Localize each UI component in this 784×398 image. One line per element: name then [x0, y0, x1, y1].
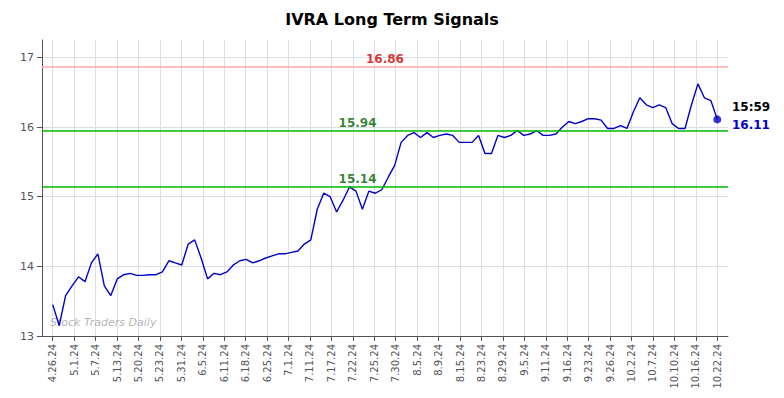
svg-text:Stock Traders Daily: Stock Traders Daily [50, 316, 157, 329]
svg-text:6.11.24: 6.11.24 [219, 344, 230, 382]
svg-text:9.26.24: 9.26.24 [605, 344, 616, 382]
svg-text:7.22.24: 7.22.24 [347, 344, 358, 382]
svg-text:7.30.24: 7.30.24 [390, 344, 401, 382]
svg-text:10.10.24: 10.10.24 [669, 344, 680, 389]
svg-text:5.7.24: 5.7.24 [90, 344, 101, 376]
svg-text:16.11: 16.11 [732, 118, 770, 132]
svg-text:13: 13 [20, 330, 34, 343]
svg-text:17: 17 [20, 51, 34, 64]
svg-text:5.20.24: 5.20.24 [133, 344, 144, 382]
svg-text:5.1.24: 5.1.24 [69, 344, 80, 376]
svg-text:16.86: 16.86 [366, 52, 404, 66]
svg-text:14: 14 [20, 260, 34, 273]
svg-text:7.1.24: 7.1.24 [283, 344, 294, 376]
svg-text:IVRA Long Term Signals: IVRA Long Term Signals [285, 10, 499, 29]
svg-text:8.23.24: 8.23.24 [476, 344, 487, 382]
svg-text:9.5.24: 9.5.24 [519, 344, 530, 376]
svg-text:8.29.24: 8.29.24 [497, 344, 508, 382]
svg-text:4.26.24: 4.26.24 [47, 344, 58, 382]
svg-text:6.25.24: 6.25.24 [262, 344, 273, 382]
svg-text:10.22.24: 10.22.24 [712, 344, 723, 389]
svg-text:5.31.24: 5.31.24 [176, 344, 187, 382]
svg-text:15:59: 15:59 [732, 100, 770, 114]
svg-text:7.11.24: 7.11.24 [304, 344, 315, 382]
svg-text:15: 15 [20, 190, 34, 203]
svg-text:7.25.24: 7.25.24 [369, 344, 380, 382]
svg-text:10.7.24: 10.7.24 [647, 344, 658, 382]
svg-text:9.23.24: 9.23.24 [583, 344, 594, 382]
svg-text:8.5.24: 8.5.24 [412, 344, 423, 376]
svg-text:8.9.24: 8.9.24 [433, 344, 444, 376]
svg-text:9.11.24: 9.11.24 [540, 344, 551, 382]
svg-text:9.16.24: 9.16.24 [562, 344, 573, 382]
svg-text:16: 16 [20, 121, 34, 134]
svg-text:8.15.24: 8.15.24 [455, 344, 466, 382]
svg-text:6.5.24: 6.5.24 [197, 344, 208, 376]
svg-text:7.17.24: 7.17.24 [326, 344, 337, 382]
svg-text:5.23.24: 5.23.24 [154, 344, 165, 382]
svg-text:10.2.24: 10.2.24 [626, 344, 637, 382]
svg-text:10.16.24: 10.16.24 [690, 344, 701, 389]
svg-text:5.13.24: 5.13.24 [112, 344, 123, 382]
svg-text:15.14: 15.14 [339, 172, 377, 186]
svg-text:6.18.24: 6.18.24 [240, 344, 251, 382]
svg-text:15.94: 15.94 [339, 116, 377, 130]
